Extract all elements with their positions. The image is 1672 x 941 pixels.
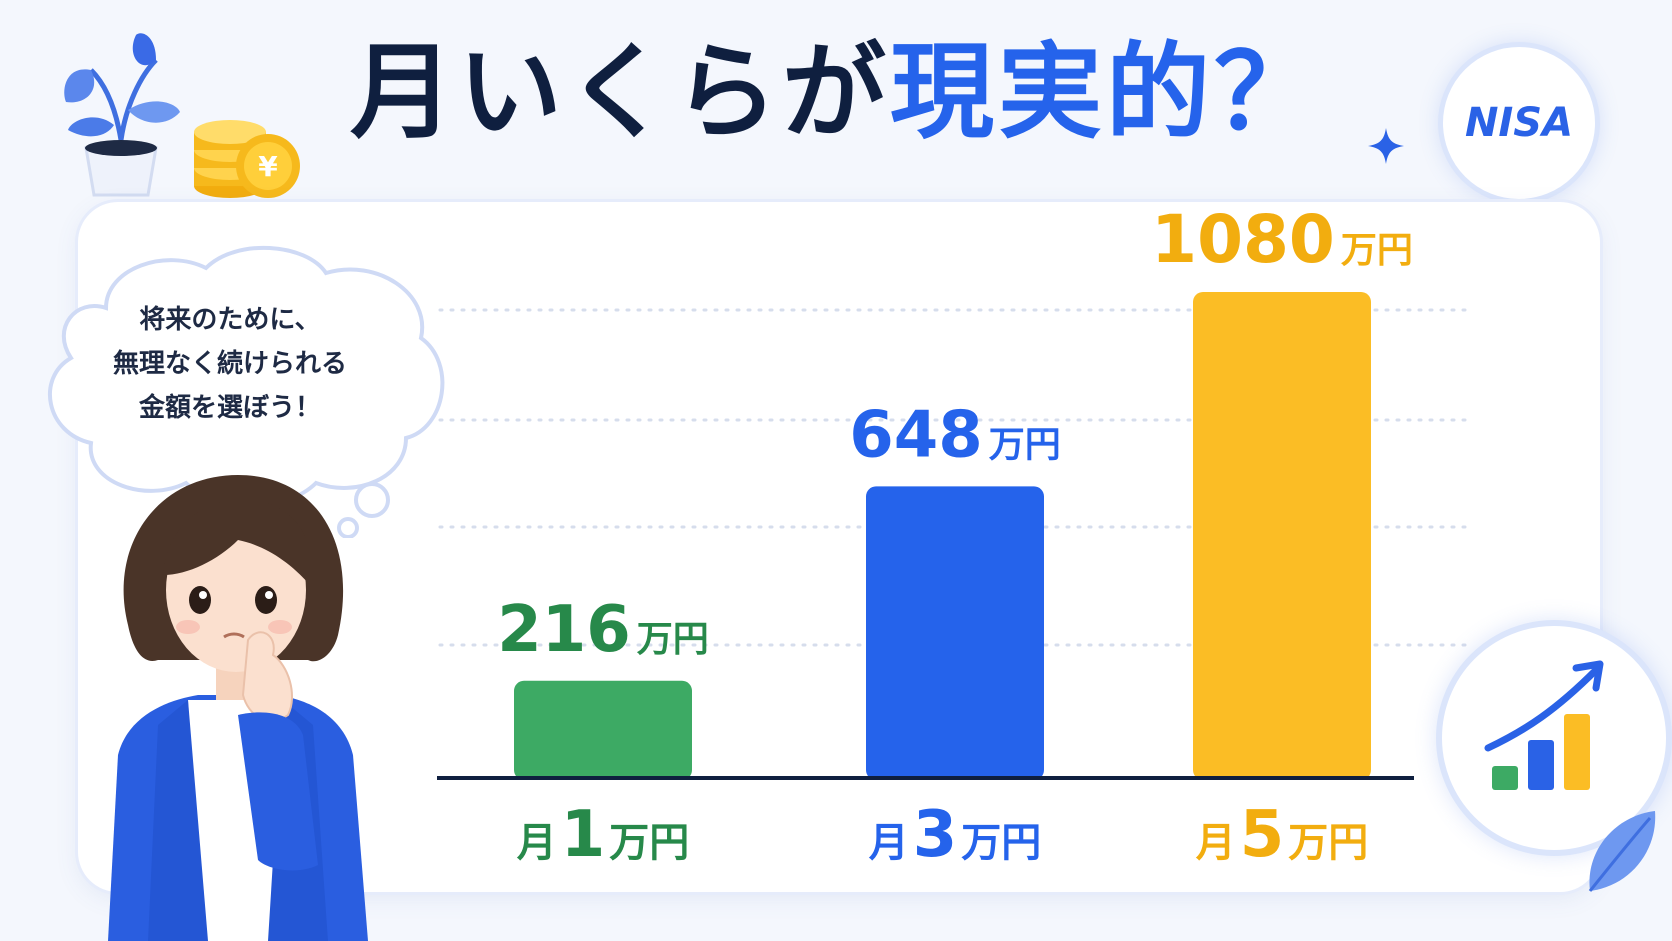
title-part-1: 月いくらが [349, 31, 890, 153]
bubble-line-2: 無理なく続けられる [112, 349, 347, 379]
growth-chart-icon [1484, 660, 1604, 790]
category-label-3: 月5 万円 [1196, 798, 1369, 872]
thinking-woman-illustration [108, 475, 368, 941]
bubble-line-1: 将来のために、 [139, 305, 321, 335]
plant-icon [64, 33, 180, 197]
value-label-1: 216 万円 [497, 593, 709, 667]
growth-badge [1436, 620, 1672, 856]
value-label-3: 1080 万円 [1151, 201, 1413, 278]
yen-coins-icon: ¥ [194, 120, 300, 198]
bar-2 [866, 486, 1044, 780]
nisa-badge: NISA [1438, 42, 1600, 204]
leaf-icon [1588, 811, 1656, 892]
value-label-2: 648 万円 [849, 398, 1061, 472]
title-part-2: 現実的？ [890, 31, 1323, 153]
bar-3 [1193, 292, 1371, 780]
page-title: 月いくらが現実的？ [0, 40, 1672, 144]
bubble-line-3: 金額を選ぼう！ [138, 393, 321, 423]
category-label-2: 月3 万円 [869, 798, 1042, 872]
svg-text:¥: ¥ [258, 150, 278, 183]
thought-bubble-text: 将来のために、 無理なく続けられる 金額を選ぼう！ [60, 298, 400, 430]
thought-bubble [47, 245, 445, 538]
bar-1 [514, 680, 692, 780]
sparkle-icon [1368, 128, 1404, 164]
category-label-1: 月1 万円 [517, 798, 690, 872]
